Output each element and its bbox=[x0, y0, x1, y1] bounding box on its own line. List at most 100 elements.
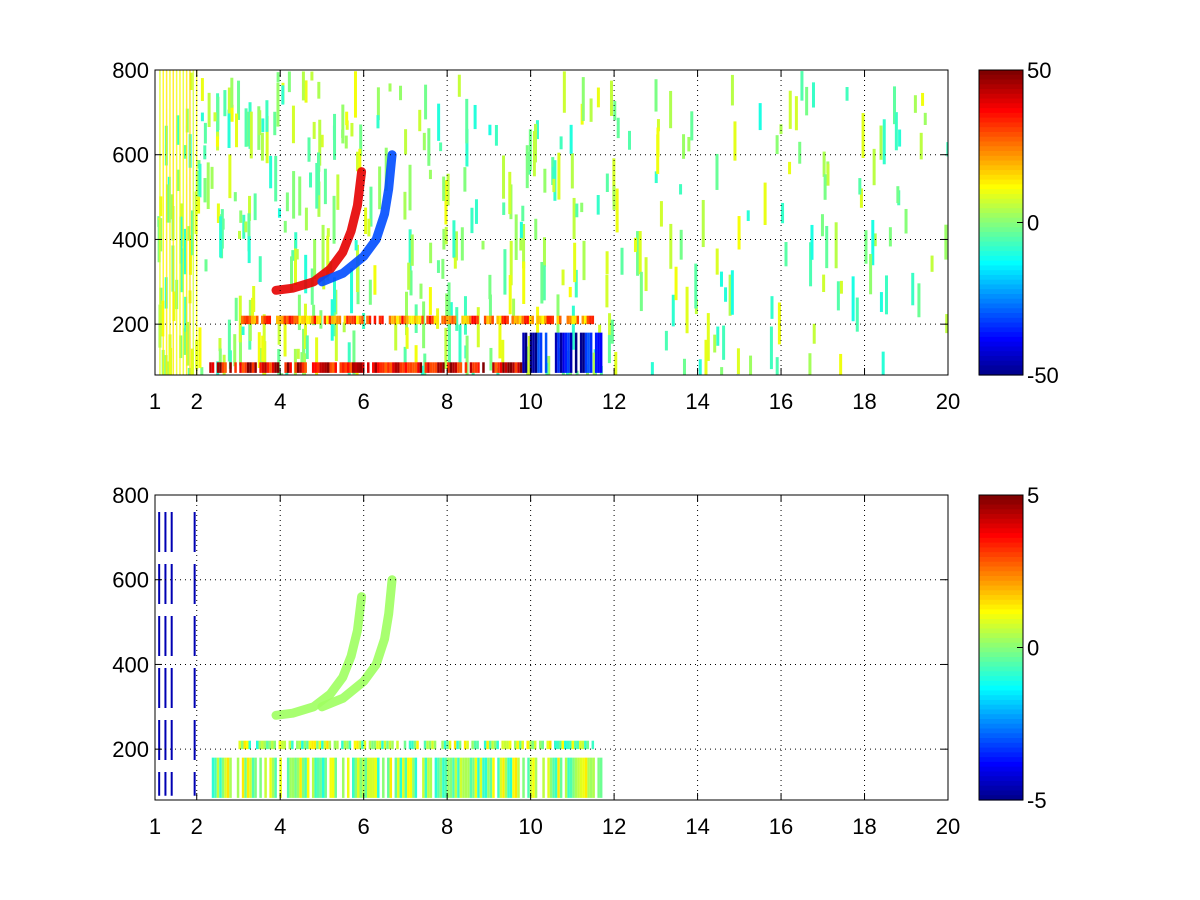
colorbar-segment bbox=[979, 308, 1023, 314]
colorbar-segment bbox=[979, 571, 1023, 577]
heatmap-cell bbox=[258, 110, 262, 136]
heatmap-band-cell bbox=[354, 757, 358, 798]
heatmap-band-cell bbox=[458, 740, 462, 750]
x-tick-label: 14 bbox=[685, 389, 709, 414]
colorbar-segment bbox=[979, 761, 1023, 768]
colorbar-segment bbox=[979, 671, 1023, 677]
heatmap-band-cell bbox=[388, 315, 392, 325]
heatmap-cell bbox=[562, 71, 566, 113]
heatmap-band-cell bbox=[502, 362, 505, 373]
heatmap-band-cell bbox=[387, 362, 390, 373]
heatmap-cell bbox=[879, 125, 883, 160]
colorbar-segment bbox=[979, 322, 1023, 328]
heatmap-band-cell bbox=[261, 362, 265, 373]
heatmap-cell bbox=[238, 295, 242, 343]
heatmap-band-cell bbox=[313, 740, 317, 750]
heatmap-band-cell bbox=[529, 757, 533, 798]
heatmap-cell bbox=[251, 297, 255, 324]
heatmap-band-cell bbox=[497, 362, 500, 373]
colorbar-segment bbox=[979, 542, 1023, 549]
heatmap-cell bbox=[276, 82, 280, 127]
heatmap-cell bbox=[427, 128, 431, 166]
colorbar-segment bbox=[979, 127, 1023, 133]
colorbar-segment bbox=[979, 270, 1023, 276]
heatmap-band-cell bbox=[437, 362, 440, 373]
colorbar-segment bbox=[979, 785, 1023, 792]
colorbar-segment bbox=[979, 279, 1023, 286]
heatmap-band-cell bbox=[362, 757, 365, 798]
colorbar-segment bbox=[979, 236, 1023, 243]
heatmap-cell bbox=[364, 207, 368, 235]
heatmap-cell bbox=[304, 80, 308, 103]
heatmap-band-cell bbox=[221, 757, 225, 798]
heatmap-band-cell bbox=[417, 362, 420, 373]
heatmap-band-cell bbox=[301, 362, 305, 373]
heatmap-band-cell bbox=[411, 740, 414, 750]
heatmap-band-cell bbox=[397, 757, 400, 798]
heatmap-band-cell bbox=[353, 315, 357, 325]
heatmap-band-cell bbox=[216, 757, 220, 798]
heatmap-band-cell bbox=[477, 362, 480, 373]
heatmap-band-cell bbox=[526, 315, 529, 325]
heatmap-band-cell bbox=[278, 740, 282, 750]
heatmap-cell bbox=[921, 92, 925, 106]
heatmap-band-cell bbox=[517, 362, 520, 373]
heatmap-band-cell bbox=[574, 332, 578, 373]
heatmap-cell bbox=[449, 302, 453, 316]
heatmap-band-cell bbox=[454, 757, 458, 798]
heatmap-cell bbox=[736, 374, 740, 375]
heatmap-band-cell bbox=[479, 757, 483, 798]
heatmap-cell bbox=[616, 117, 620, 139]
heatmap-band-cell bbox=[294, 362, 297, 373]
colorbar-segment bbox=[979, 680, 1023, 687]
heatmap-cell bbox=[277, 317, 281, 345]
heatmap-band-cell bbox=[250, 315, 254, 325]
heatmap-band-cell bbox=[497, 757, 500, 798]
heatmap-cell bbox=[218, 338, 222, 352]
heatmap-band-cell bbox=[324, 757, 327, 798]
colorbar-segment bbox=[979, 108, 1023, 114]
heatmap-band-cell bbox=[421, 315, 424, 325]
heatmap-cell bbox=[488, 274, 492, 300]
heatmap-band-cell bbox=[316, 740, 319, 750]
heatmap-band-cell bbox=[569, 757, 573, 798]
heatmap-band-cell bbox=[446, 315, 449, 325]
heatmap-cell bbox=[473, 104, 477, 130]
heatmap-cell bbox=[333, 113, 337, 160]
colorbar-segment bbox=[979, 566, 1023, 572]
heatmap-band-cell bbox=[359, 362, 363, 373]
colorbar-tick-label: 0 bbox=[1027, 211, 1039, 236]
heatmap-cell bbox=[514, 214, 518, 260]
heatmap-cell bbox=[610, 319, 614, 344]
colorbar-segment bbox=[979, 685, 1023, 691]
heatmap-cell bbox=[195, 70, 198, 375]
heatmap-band-cell bbox=[271, 757, 275, 798]
colorbar-segment bbox=[979, 747, 1023, 753]
heatmap-band-cell bbox=[254, 362, 257, 373]
heatmap-band-cell bbox=[401, 315, 404, 325]
heatmap-band-cell bbox=[551, 315, 555, 325]
colorbar-segment bbox=[979, 742, 1023, 749]
heatmap-band-cell bbox=[448, 315, 452, 325]
colorbar-segment bbox=[979, 556, 1023, 563]
heatmap-band-cell bbox=[538, 740, 542, 750]
heatmap-band-cell bbox=[451, 315, 454, 325]
heatmap-cell bbox=[287, 71, 291, 93]
heatmap-band-cell bbox=[584, 332, 588, 373]
heatmap-cell bbox=[834, 222, 838, 269]
heatmap-ridge bbox=[317, 150, 397, 287]
heatmap-band-cell bbox=[599, 332, 603, 373]
heatmap-cell bbox=[403, 346, 407, 366]
heatmap-band-cell bbox=[429, 362, 433, 373]
heatmap-band-cell bbox=[424, 362, 428, 373]
heatmap-cell bbox=[728, 274, 732, 316]
colorbar-segment bbox=[979, 265, 1023, 271]
heatmap-band-cell bbox=[298, 315, 302, 325]
heatmap-band-cell bbox=[559, 315, 562, 325]
heatmap-band-cell bbox=[586, 740, 590, 750]
heatmap-cell bbox=[300, 352, 304, 364]
heatmap-cell bbox=[219, 216, 223, 258]
heatmap-cell bbox=[345, 120, 349, 130]
heatmap-cell bbox=[317, 181, 321, 217]
